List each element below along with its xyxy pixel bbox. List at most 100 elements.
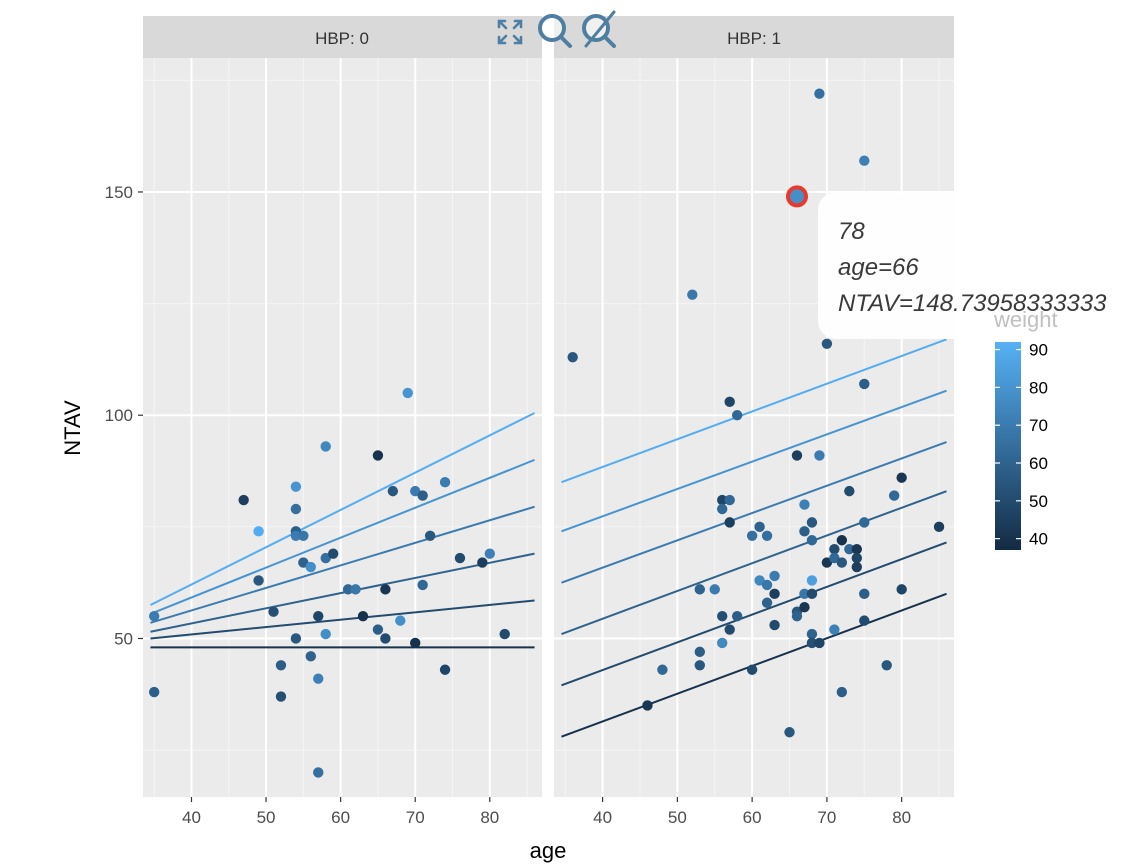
data-point[interactable]: [851, 552, 863, 564]
data-point[interactable]: [387, 485, 399, 497]
data-point[interactable]: [717, 503, 728, 515]
data-point[interactable]: [402, 387, 413, 399]
data-point[interactable]: [806, 517, 818, 528]
data-point[interactable]: [395, 615, 406, 626]
data-point[interactable]: [313, 610, 324, 622]
data-point[interactable]: [859, 155, 870, 166]
data-point[interactable]: [769, 619, 780, 631]
data-point[interactable]: [424, 530, 436, 541]
data-point[interactable]: [694, 660, 705, 671]
data-point[interactable]: [821, 557, 833, 568]
data-point[interactable]: [499, 628, 510, 640]
data-point[interactable]: [327, 548, 339, 559]
data-point[interactable]: [881, 660, 892, 671]
data-point[interactable]: [859, 588, 870, 600]
data-point[interactable]: [724, 624, 735, 635]
data-point[interactable]: [933, 521, 945, 533]
data-point[interactable]: [746, 530, 758, 541]
data-point[interactable]: [342, 584, 354, 595]
data-point[interactable]: [814, 450, 825, 461]
data-point[interactable]: [799, 526, 810, 537]
data-point[interactable]: [290, 530, 302, 541]
data-point[interactable]: [896, 584, 907, 595]
data-point[interactable]: [275, 691, 287, 702]
expand-icon[interactable]: [496, 18, 524, 46]
data-point[interactable]: [851, 543, 863, 555]
data-point[interactable]: [275, 660, 287, 671]
data-point[interactable]: [313, 767, 324, 778]
data-point[interactable]: [657, 664, 668, 675]
data-point[interactable]: [799, 588, 810, 600]
data-point[interactable]: [454, 552, 466, 564]
data-point[interactable]: [799, 602, 810, 613]
zoom-icon[interactable]: [538, 14, 572, 48]
data-point[interactable]: [769, 588, 780, 600]
data-point[interactable]: [253, 526, 264, 537]
data-point[interactable]: [717, 637, 728, 649]
data-point[interactable]: [761, 530, 773, 541]
data-point[interactable]: [791, 610, 803, 622]
data-point[interactable]: [836, 686, 848, 698]
data-point[interactable]: [806, 637, 818, 649]
data-point[interactable]: [410, 637, 421, 649]
data-point[interactable]: [814, 637, 825, 649]
data-point[interactable]: [290, 503, 302, 515]
data-point[interactable]: [836, 535, 848, 546]
data-point[interactable]: [717, 494, 728, 506]
data-point[interactable]: [806, 575, 818, 586]
data-point[interactable]: [290, 481, 302, 492]
data-point[interactable]: [754, 521, 765, 533]
data-point[interactable]: [484, 548, 495, 559]
data-point[interactable]: [253, 575, 264, 586]
data-point[interactable]: [717, 610, 728, 622]
data-point[interactable]: [896, 472, 907, 483]
data-point[interactable]: [724, 494, 735, 506]
data-point[interactable]: [888, 490, 900, 501]
data-point[interactable]: [731, 610, 743, 622]
data-point[interactable]: [806, 588, 818, 600]
data-point[interactable]: [761, 579, 773, 591]
data-point[interactable]: [859, 378, 870, 390]
data-point[interactable]: [687, 289, 698, 300]
data-point[interactable]: [829, 552, 840, 564]
data-point[interactable]: [290, 633, 302, 644]
data-point[interactable]: [791, 450, 803, 461]
highlighted-point[interactable]: [785, 185, 808, 208]
data-point[interactable]: [298, 557, 309, 568]
data-point[interactable]: [417, 579, 428, 591]
reset-zoom-icon[interactable]: [582, 10, 616, 48]
data-point[interactable]: [746, 664, 758, 675]
data-point[interactable]: [477, 557, 488, 568]
data-point[interactable]: [298, 530, 309, 541]
data-point[interactable]: [724, 396, 735, 408]
data-point[interactable]: [821, 338, 833, 349]
data-point[interactable]: [642, 700, 653, 711]
data-point[interactable]: [320, 628, 331, 640]
data-point[interactable]: [372, 450, 384, 461]
data-point[interactable]: [350, 584, 361, 595]
data-point[interactable]: [784, 727, 795, 738]
data-point[interactable]: [417, 490, 428, 501]
data-point[interactable]: [439, 476, 451, 488]
data-point[interactable]: [320, 441, 331, 452]
data-point[interactable]: [320, 552, 331, 564]
data-point[interactable]: [799, 499, 810, 510]
data-point[interactable]: [731, 410, 743, 421]
data-point[interactable]: [754, 575, 765, 586]
data-point[interactable]: [357, 610, 369, 622]
data-point[interactable]: [761, 597, 773, 608]
data-point[interactable]: [829, 624, 840, 635]
data-point[interactable]: [769, 570, 780, 582]
data-point[interactable]: [372, 624, 384, 635]
data-point[interactable]: [806, 535, 818, 546]
data-point[interactable]: [305, 651, 317, 662]
data-point[interactable]: [238, 494, 249, 506]
data-point[interactable]: [410, 485, 421, 497]
data-point[interactable]: [148, 610, 160, 622]
data-point[interactable]: [836, 557, 848, 568]
data-point[interactable]: [380, 584, 391, 595]
data-point[interactable]: [806, 628, 818, 640]
data-point[interactable]: [724, 517, 735, 528]
data-point[interactable]: [844, 485, 855, 497]
data-point[interactable]: [694, 646, 705, 658]
